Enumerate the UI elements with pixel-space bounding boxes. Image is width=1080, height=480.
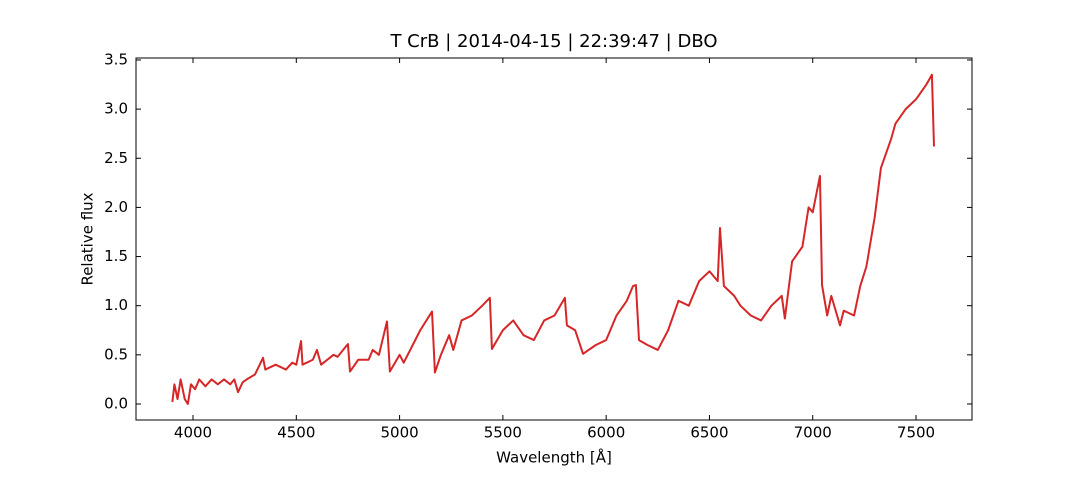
y-tick-label: 2.0: [104, 198, 128, 216]
y-tick-label: 1.0: [104, 296, 128, 314]
x-tick-label: 7500: [897, 424, 935, 442]
y-tick-label: 1.5: [104, 247, 128, 265]
x-axis-label: Wavelength [Å]: [496, 448, 612, 467]
y-axis-label: Relative flux: [79, 192, 97, 285]
x-tick-label: 5500: [484, 424, 522, 442]
x-tick-label: 4000: [174, 424, 212, 442]
chart-title: T CrB | 2014-04-15 | 22:39:47 | DBO: [389, 31, 717, 52]
y-tick-label: 0.5: [104, 345, 128, 363]
x-tick-label: 6000: [587, 424, 625, 442]
y-tick-label: 3.5: [104, 50, 128, 68]
x-tick-label: 4500: [277, 424, 315, 442]
y-tick-label: 0.0: [104, 394, 128, 412]
plot-frame: [135, 57, 973, 421]
x-tick-label: 5000: [380, 424, 418, 442]
y-tick-label: 3.0: [104, 100, 128, 118]
y-tick-label: 2.5: [104, 149, 128, 167]
x-tick-label: 7000: [794, 424, 832, 442]
spectrum-line: [171, 73, 935, 405]
x-tick-label: 6500: [690, 424, 728, 442]
